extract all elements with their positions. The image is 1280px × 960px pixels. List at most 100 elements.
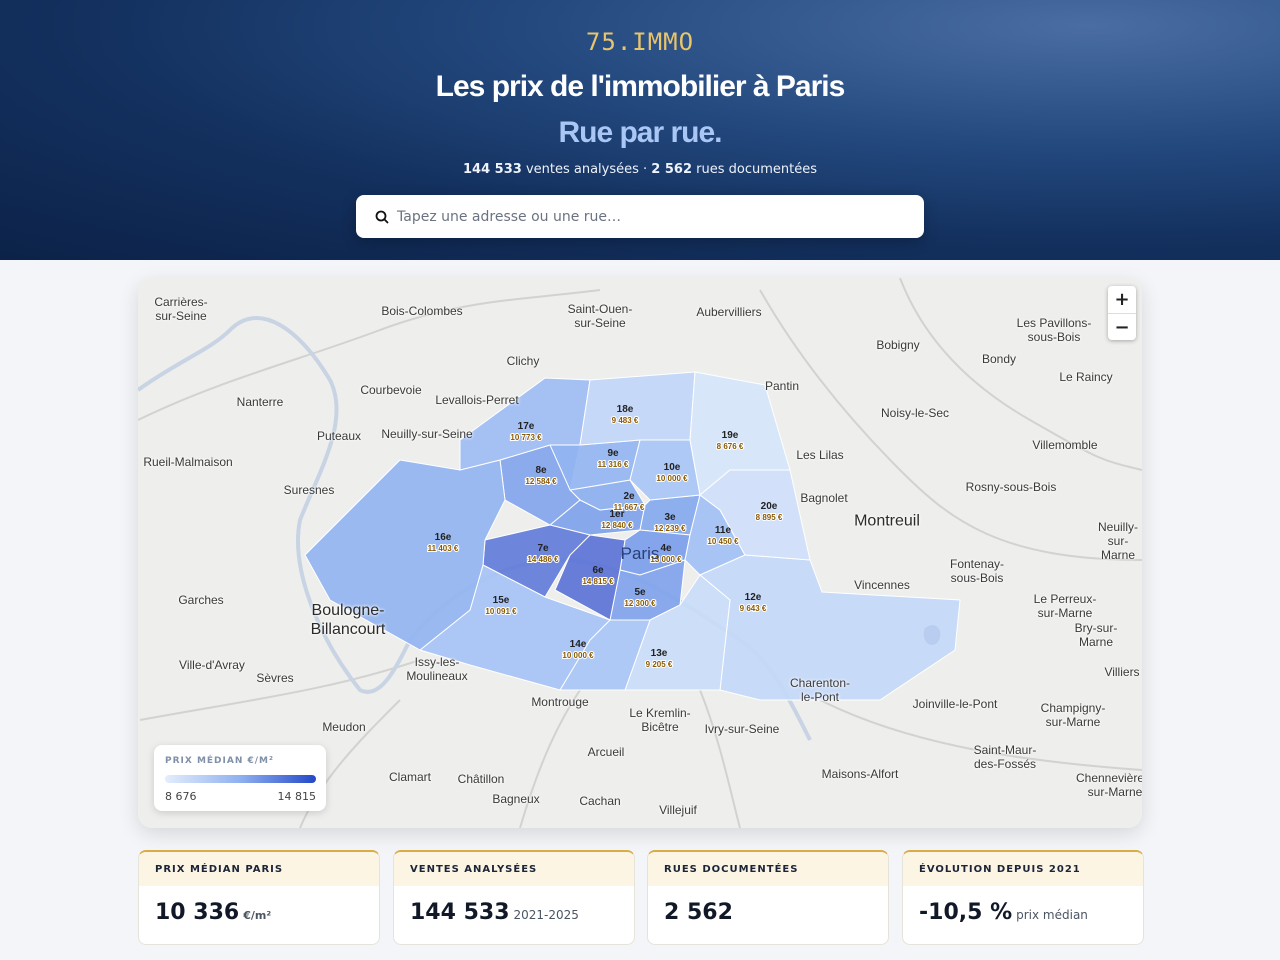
stat-card: RUES DOCUMENTÉES 2 562 — [647, 850, 889, 945]
zoom-out[interactable]: − — [1114, 317, 1130, 338]
arrondissement-name: 1er — [609, 509, 624, 520]
arrondissements — [304, 371, 961, 701]
card-note: prix médian — [1016, 908, 1088, 922]
arrondissement[interactable] — [699, 469, 811, 561]
arrondissement-name: 11e — [715, 525, 732, 536]
card-label: RUES DOCUMENTÉES — [648, 852, 888, 886]
stat-card: VENTES ANALYSÉES 144 533 2021-2025 — [393, 850, 635, 945]
arrondissement-name: 9e — [607, 448, 619, 459]
town-label: Le Raincy — [1059, 370, 1113, 384]
town-label: Issy-les- Moulineaux — [406, 655, 468, 683]
card-value-row: 10 336 €/m² — [139, 886, 379, 925]
town-label: Vincennes — [854, 578, 910, 592]
arrondissement-price: 11 316 € — [598, 460, 629, 469]
logo[interactable]: 75.IMMO — [585, 28, 695, 56]
town-label: Carrières- sur-Seine — [154, 295, 208, 323]
search-box[interactable]: Tapez une adresse ou une rue… — [356, 195, 924, 238]
card-value-row: 2 562 — [648, 886, 888, 925]
card-label: VENTES ANALYSÉES — [394, 852, 634, 886]
legend-min: 8 676 — [165, 790, 197, 803]
arrondissement-name: 12e — [745, 592, 762, 603]
arrondissement-price: 12 300 € — [624, 599, 656, 608]
town-label: Le Kremlin- Bicêtre — [629, 706, 691, 734]
arrondissement-name: 17e — [518, 421, 535, 432]
town-label: Rueil-Malmaison — [143, 455, 233, 469]
town-label: Sèvres — [256, 671, 294, 685]
arrondissement-price: 10 000 € — [656, 474, 688, 483]
arrondissement-name: 10e — [664, 462, 681, 473]
stat-card: ÉVOLUTION DEPUIS 2021 -10,5 % prix médian — [902, 850, 1144, 945]
card-value: 144 533 — [410, 900, 510, 925]
town-label: Cachan — [579, 794, 621, 808]
arrondissement[interactable] — [579, 371, 696, 446]
arrondissement-price: 13 000 € — [650, 555, 682, 564]
town-label: Clamart — [388, 770, 432, 784]
town-label: Ivry-sur-Seine — [704, 722, 780, 736]
town-label: Charenton- le-Pont — [789, 676, 851, 704]
arrondissement-name: 16e — [435, 532, 452, 543]
arrondissement-price: 14 815 € — [582, 577, 614, 586]
town-label: Saint-Maur- des-Fossés — [973, 743, 1037, 771]
sales-count: 144 533 — [463, 162, 522, 177]
town-label: Suresnes — [283, 483, 335, 497]
town-label: Levallois-Perret — [435, 393, 519, 407]
streets-count: 2 562 — [651, 162, 693, 177]
arrondissement-price: 8 676 € — [717, 442, 744, 451]
map[interactable]: 1er 12 840 € 2e 11 667 € 3e 12 239 € 4e 13 000 … — [138, 278, 1142, 828]
town-label: Joinville-le-Pont — [912, 697, 998, 711]
arrondissement-name: 18e — [617, 404, 634, 415]
town-label: Garches — [178, 593, 224, 607]
arrondissement-name: 19e — [722, 430, 739, 441]
card-unit: €/m² — [243, 909, 272, 922]
town-label: Les Lilas — [796, 448, 844, 462]
town-label: Nanterre — [236, 395, 284, 409]
arrondissement-name: 14e — [570, 639, 587, 650]
town-label: Villemomble — [1032, 438, 1098, 452]
arrondissement-name: 3e — [664, 512, 676, 523]
arrondissement-price: 10 000 € — [562, 651, 594, 660]
arrondissement-name: 6e — [592, 565, 604, 576]
town-label: Saint-Ouen- sur-Seine — [567, 302, 633, 330]
streets-text: rues documentées — [692, 162, 817, 177]
arrondissement-name: 20e — [761, 501, 778, 512]
arrondissement-price: 10 773 € — [510, 433, 542, 442]
arrondissement-price: 11 403 € — [428, 544, 459, 553]
town-label: Neuilly- sur-Marne — [1097, 520, 1139, 562]
arrondissement-price: 9 643 € — [740, 604, 767, 613]
legend-title: PRIX MÉDIAN €/M² — [165, 756, 274, 766]
legend-gradient — [165, 775, 316, 783]
bois-de-vincennes-lake — [923, 625, 941, 645]
town-label: Neuilly-sur-Seine — [381, 427, 473, 441]
town-label: Bobigny — [876, 338, 920, 352]
search-placeholder: Tapez une adresse ou une rue… — [397, 208, 622, 225]
zoom-in[interactable]: + — [1108, 286, 1136, 314]
arrondissement-price: 9 205 € — [646, 660, 673, 669]
arrondissement-price: 12 239 € — [654, 524, 686, 533]
town-label: Montreuil — [854, 512, 920, 530]
town-label: Arcueil — [587, 745, 625, 759]
arrondissement-name: 2e — [623, 491, 635, 502]
paris-label: Paris — [620, 544, 660, 563]
arrondissement-price: 8 895 € — [756, 513, 783, 522]
arrondissement-price: 10 450 € — [707, 537, 739, 546]
card-value: 10 336 — [155, 900, 240, 925]
town-label: Bagnolet — [800, 491, 848, 505]
arrondissement-price: 14 486 € — [527, 555, 559, 564]
town-label: Ville-d'Avray — [179, 658, 245, 672]
town-label: Montrouge — [531, 695, 589, 709]
stats: 144 533 ventes analysées · 2 562 rues do… — [0, 162, 1280, 177]
town-label: Bagneux — [492, 792, 540, 806]
town-label: Les Pavillons- sous-Bois — [1016, 316, 1092, 344]
town-label: Boulogne- Billancourt — [310, 602, 386, 638]
arrondissement[interactable] — [459, 377, 591, 471]
card-label: PRIX MÉDIAN PARIS — [139, 852, 379, 886]
arrondissement-name: 8e — [535, 465, 547, 476]
card-label: ÉVOLUTION DEPUIS 2021 — [903, 852, 1143, 886]
arrondissement-name: 13e — [651, 648, 668, 659]
legend: PRIX MÉDIAN €/M² 8 676 14 815 — [154, 745, 326, 811]
card-value: 2 562 — [664, 900, 733, 925]
card-value-row: -10,5 % prix médian — [903, 886, 1143, 925]
